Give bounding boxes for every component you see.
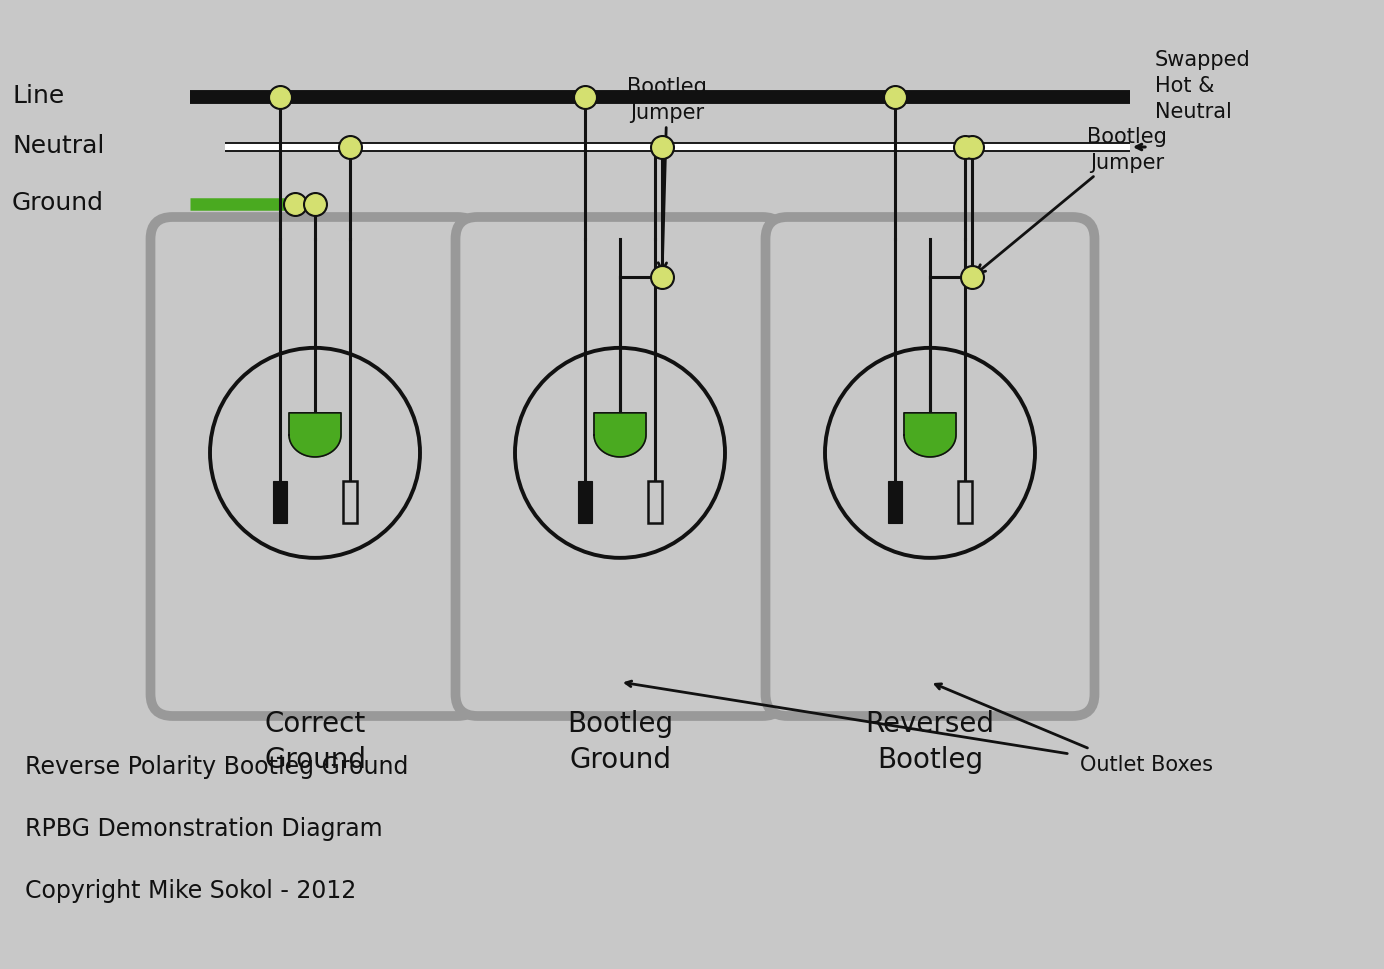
Text: Line: Line xyxy=(12,84,64,108)
FancyBboxPatch shape xyxy=(151,218,479,716)
Text: Copyright Mike Sokol - 2012: Copyright Mike Sokol - 2012 xyxy=(25,878,356,902)
Text: Reverse Polarity Bootleg Ground: Reverse Polarity Bootleg Ground xyxy=(25,754,408,778)
Text: Reversed
Bootleg: Reversed Bootleg xyxy=(865,709,995,773)
Bar xyxy=(889,482,902,523)
Bar xyxy=(273,482,286,523)
Bar xyxy=(648,482,662,523)
Bar xyxy=(343,482,357,523)
Text: Bootleg
Jumper: Bootleg Jumper xyxy=(627,77,707,272)
Bar xyxy=(579,482,592,523)
Text: Bootleg
Jumper: Bootleg Jumper xyxy=(977,127,1167,274)
Text: Neutral: Neutral xyxy=(12,134,104,158)
Polygon shape xyxy=(594,414,646,457)
Text: Ground: Ground xyxy=(12,191,104,215)
Text: Bootleg
Ground: Bootleg Ground xyxy=(567,709,673,773)
Text: RPBG Demonstration Diagram: RPBG Demonstration Diagram xyxy=(25,816,382,840)
Text: Swapped
Hot &
Neutral: Swapped Hot & Neutral xyxy=(1156,49,1251,122)
Polygon shape xyxy=(904,414,956,457)
Text: Outlet Boxes: Outlet Boxes xyxy=(1080,754,1212,774)
FancyBboxPatch shape xyxy=(765,218,1095,716)
FancyBboxPatch shape xyxy=(455,218,785,716)
Text: Correct
Ground: Correct Ground xyxy=(264,709,365,773)
Polygon shape xyxy=(289,414,340,457)
Bar xyxy=(958,482,972,523)
